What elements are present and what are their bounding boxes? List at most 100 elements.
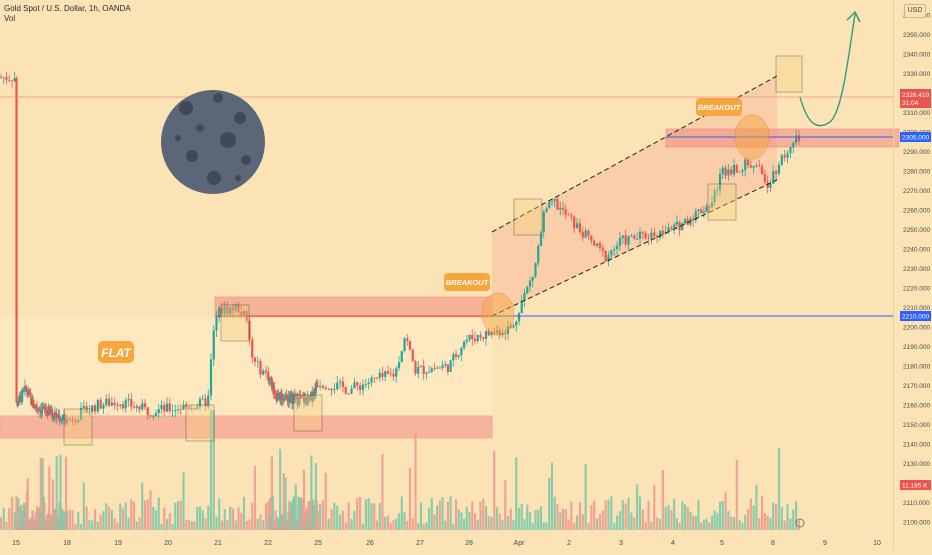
candle-body	[88, 411, 91, 413]
volume-bar	[196, 507, 199, 530]
candle-body	[683, 219, 687, 224]
y-tick-label: 2140.000	[903, 442, 930, 449]
x-tick-label: 25	[314, 540, 322, 547]
price-axis-panel[interactable]	[893, 0, 932, 550]
volume-bar	[240, 512, 243, 530]
volume-bar	[130, 499, 133, 530]
candle-body	[457, 355, 460, 357]
volume-bar	[408, 468, 412, 530]
volume-bar	[678, 522, 681, 530]
candle-body	[716, 190, 719, 192]
candle-body	[43, 406, 46, 409]
volume-bar	[284, 477, 287, 530]
volume-bar	[61, 509, 64, 530]
volume-bar	[99, 514, 102, 530]
x-tick-label: 10	[873, 540, 881, 547]
volume-bar	[248, 519, 251, 530]
candle-body	[79, 408, 83, 420]
volume-bar	[730, 516, 733, 530]
volume-bar	[531, 523, 534, 530]
volume-bar	[515, 457, 518, 530]
candle-body	[509, 326, 512, 328]
volume-bar	[113, 518, 116, 530]
candle-body	[531, 276, 534, 281]
candle-body	[559, 207, 562, 210]
candle-body	[438, 367, 441, 369]
candle-body	[121, 404, 125, 409]
volume-bar	[26, 478, 29, 530]
volume-bar	[633, 517, 636, 530]
volume-bar	[769, 517, 772, 530]
volume-bar	[495, 507, 499, 530]
candle-body	[308, 395, 311, 400]
volume-bar	[15, 496, 18, 530]
candle-body	[581, 231, 584, 238]
volume-bar	[339, 514, 342, 530]
candle-body	[27, 390, 30, 395]
volume-bar	[378, 503, 381, 530]
volume-bar	[201, 510, 204, 530]
breakout-label-2: BREAKOUT	[698, 103, 742, 112]
volume-bar	[528, 512, 532, 530]
candle-body	[321, 385, 325, 388]
candle-body	[21, 390, 24, 402]
candle-body	[253, 357, 257, 362]
volume-bar	[744, 515, 747, 530]
y-tick-label: 2110.000	[903, 500, 930, 507]
resistance-zone-flat	[214, 296, 493, 318]
volume-bar	[789, 518, 792, 530]
candle-body	[367, 382, 370, 385]
volume-bar	[613, 523, 616, 530]
candle-body	[160, 405, 163, 410]
candle-body	[526, 286, 529, 294]
volume-bar	[8, 508, 11, 530]
volume-bar	[786, 504, 789, 530]
volume-bar	[79, 523, 83, 530]
volume-bar	[686, 506, 689, 530]
candle-body	[430, 368, 433, 372]
candle-body	[673, 224, 676, 229]
y-tick-label: 2170.000	[903, 383, 930, 390]
y-tick-label: 2330.000	[903, 71, 930, 78]
volume-bar	[381, 454, 384, 530]
y-tick-label: 2280.000	[903, 169, 930, 176]
volume-bar	[436, 505, 439, 530]
candle-body	[465, 339, 468, 342]
candle-body	[85, 406, 88, 413]
volume-bar	[537, 509, 540, 530]
candle-body	[15, 78, 18, 403]
candle-body	[452, 354, 455, 361]
candle-body	[359, 385, 362, 390]
candle-body	[50, 408, 54, 417]
volume-bar	[138, 517, 141, 530]
currency-button[interactable]: USD	[904, 4, 926, 18]
highlight-box	[220, 304, 250, 342]
volume-bar	[215, 516, 218, 530]
volume-bar	[187, 519, 191, 530]
volume-bar	[361, 523, 365, 530]
level-tag-2210-bg	[900, 311, 931, 321]
volume-bar	[689, 511, 692, 530]
candle-body	[35, 407, 39, 409]
candle-body	[604, 250, 607, 262]
volume-bar	[777, 447, 781, 530]
volume-bar	[135, 521, 138, 530]
candle-body	[498, 330, 501, 336]
volume-bar	[721, 500, 724, 530]
volume-bar	[673, 498, 676, 530]
candle-body	[427, 371, 431, 373]
volume-bar	[245, 520, 248, 530]
candle-body	[294, 397, 297, 399]
candle-body	[152, 415, 155, 417]
volume-bar	[705, 518, 708, 530]
candle-body	[22, 389, 26, 391]
volume-bar	[93, 509, 97, 530]
candle-body	[386, 371, 390, 374]
candle-body	[146, 407, 149, 416]
zones-layer	[0, 76, 900, 439]
candle-body	[406, 338, 409, 342]
volume-bar	[454, 499, 458, 530]
candle-body	[419, 366, 423, 368]
candle-body	[364, 384, 367, 386]
